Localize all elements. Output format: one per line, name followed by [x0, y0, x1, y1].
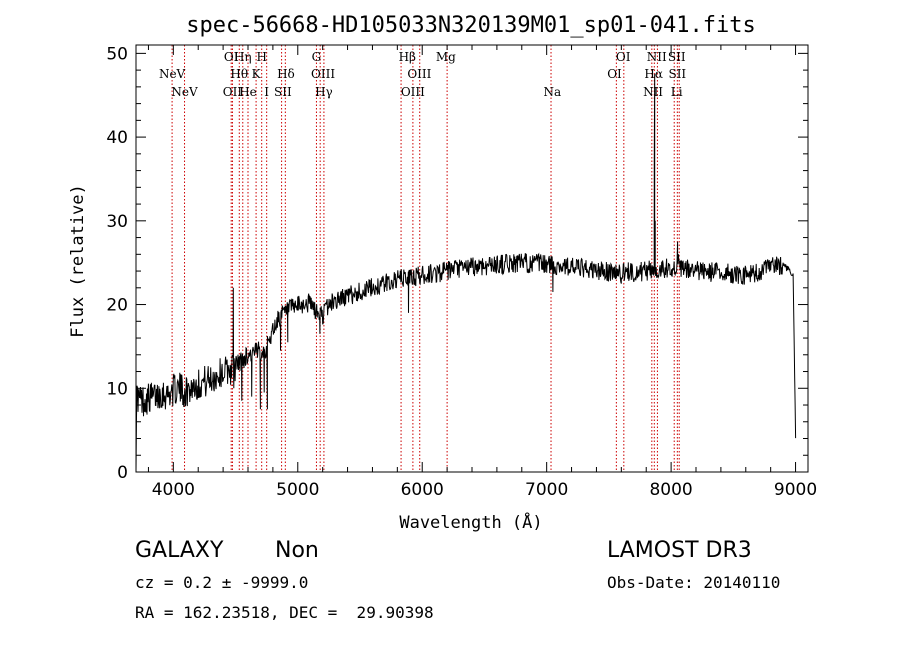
x-axis-label: Wavelength (Å): [399, 511, 542, 533]
line-label-6: He: [239, 85, 257, 99]
chart-title: spec-56668-HD105033N320139M01_sp01-041.f…: [186, 13, 756, 38]
y-axis: 0 10 20 30 40 50: [106, 44, 808, 483]
class-label: GALAXY: [135, 538, 224, 563]
line-label-12: G: [312, 50, 322, 64]
x-tick-label-1: 5000: [276, 480, 319, 500]
line-label-14: Hγ: [315, 85, 333, 99]
line-label-0: NeV: [159, 67, 186, 81]
line-label-22: NII: [647, 50, 667, 64]
x-axis: 4000 5000 6000 7000 8000 9000: [147, 45, 817, 500]
x-tick-label-4: 8000: [649, 480, 692, 500]
line-label-16: OIII: [407, 67, 431, 81]
line-label-17: OIII: [401, 85, 425, 99]
line-label-1: NeV: [171, 85, 198, 99]
line-label-21: OI: [607, 67, 622, 81]
radec-readout: RA = 162.23518, DEC = 29.90398: [135, 603, 434, 622]
line-label-7: H: [256, 50, 266, 64]
line-label-9: I: [264, 85, 269, 99]
line-label-27: Li: [671, 85, 683, 99]
line-label-23: Hα: [644, 67, 663, 81]
line-label-19: Na: [543, 85, 561, 99]
line-label-18: Mg: [436, 50, 456, 64]
y-axis-label: Flux (relative): [68, 184, 88, 338]
y-tick-label-3: 30: [106, 212, 128, 232]
y-tick-label-4: 40: [106, 128, 128, 148]
line-label-8: K: [252, 67, 262, 81]
obs-date-readout: Obs-Date: 20140110: [607, 573, 781, 592]
y-tick-label-5: 50: [106, 44, 128, 64]
emission-line-labels: NeV NeV OI OII Hη Hθ He HKI Hδ SII G OIII Hγ Hβ OIII OI…: [159, 50, 686, 99]
x-tick-label-2: 6000: [401, 480, 444, 500]
cz-readout: cz = 0.2 ± -9999.0: [135, 573, 309, 592]
line-label-26: SII: [668, 67, 686, 81]
line-label-20: OI: [616, 50, 631, 64]
x-tick-label-0: 4000: [152, 480, 195, 500]
y-tick-label-1: 10: [106, 379, 128, 399]
line-label-24: NII: [643, 85, 663, 99]
plot-frame: [135, 44, 809, 473]
line-label-3: OII: [223, 85, 243, 99]
spectrum-series-line: [135, 74, 797, 472]
emission-line-markers: [171, 45, 680, 472]
x-tick-label-3: 7000: [525, 480, 568, 500]
line-label-11: SII: [274, 85, 292, 99]
line-label-4: Hη: [234, 50, 252, 64]
line-label-25: SII: [668, 50, 686, 64]
y-tick-label-0: 0: [117, 463, 128, 483]
line-label-2: OI: [224, 50, 239, 64]
line-label-10: Hδ: [277, 67, 295, 81]
line-label-13: OIII: [311, 67, 335, 81]
subclass-label: Non: [275, 538, 319, 563]
line-label-15: Hβ: [399, 50, 416, 64]
x-tick-label-5: 9000: [774, 480, 817, 500]
line-label-5: Hθ: [230, 67, 248, 81]
y-tick-label-2: 20: [106, 296, 128, 316]
survey-label: LAMOST DR3: [607, 538, 752, 563]
